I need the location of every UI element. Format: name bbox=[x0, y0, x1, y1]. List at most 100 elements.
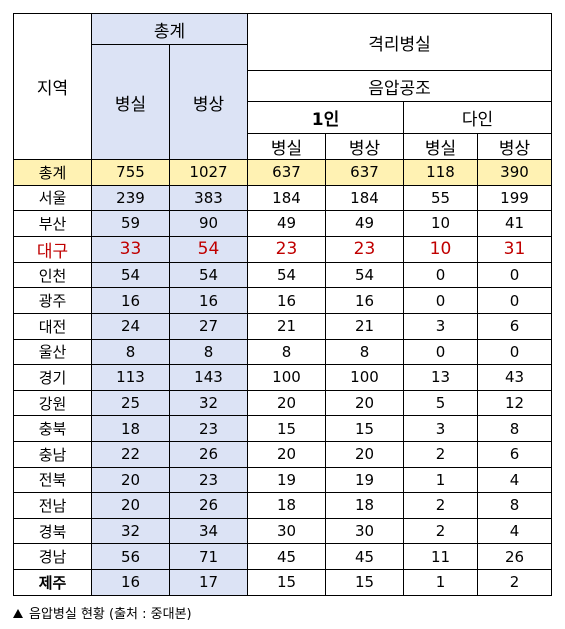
cell-multi-room: 3 bbox=[403, 415, 478, 442]
cell-multi-bed: 6 bbox=[477, 312, 552, 340]
cell-single-bed: 23 bbox=[325, 235, 404, 263]
cell-multi-room: 2 bbox=[403, 440, 478, 468]
cell-single-bed: 100 bbox=[325, 364, 404, 391]
cell-total-room: 8 bbox=[91, 338, 170, 366]
cell-multi-bed: 0 bbox=[477, 287, 552, 314]
table-row: 부산 59 90 49 49 10 41 bbox=[13, 210, 552, 237]
cell-total-room: 56 bbox=[91, 543, 170, 570]
cell-single-bed: 49 bbox=[325, 210, 404, 237]
table-row: 경남 56 71 45 45 11 26 bbox=[13, 543, 552, 570]
cell-region: 부산 bbox=[13, 210, 92, 237]
cell-region: 대구 bbox=[13, 235, 92, 263]
cell-multi-room: 1 bbox=[403, 466, 478, 494]
cell-multi-room: 1 bbox=[403, 568, 478, 596]
cell-single-bed: 30 bbox=[325, 517, 404, 545]
cell-total-bed: 23 bbox=[169, 415, 248, 442]
cell-multi-bed: 199 bbox=[477, 184, 552, 212]
cell-total-bed: 23 bbox=[169, 466, 248, 494]
cell-region: 대전 bbox=[13, 312, 92, 340]
cell-single-bed: 20 bbox=[325, 389, 404, 417]
cell-region: 서울 bbox=[13, 184, 92, 212]
table-row: 울산 8 8 8 8 0 0 bbox=[13, 338, 552, 366]
cell-multi-bed: 8 bbox=[477, 415, 552, 442]
cell-multi-bed: 31 bbox=[477, 235, 552, 263]
cell-single-room: 19 bbox=[247, 466, 326, 494]
cell-single-room: 16 bbox=[247, 287, 326, 314]
cell-region: 경기 bbox=[13, 364, 92, 391]
header-region: 지역 bbox=[13, 13, 92, 160]
cell-multi-room: 10 bbox=[403, 235, 478, 263]
cell-multi-bed: 4 bbox=[477, 466, 552, 494]
cell-multi-room: 13 bbox=[403, 364, 478, 391]
cell-multi-room: 0 bbox=[403, 261, 478, 289]
header-multi-bed: 병상 bbox=[477, 133, 552, 160]
cell-total-bed: 383 bbox=[169, 184, 248, 212]
cell-single-room: 15 bbox=[247, 415, 326, 442]
cell-total-room: 20 bbox=[91, 466, 170, 494]
cell-multi-bed: 0 bbox=[477, 261, 552, 289]
cell-multi-bed: 6 bbox=[477, 440, 552, 468]
table-row: 전북 20 23 19 19 1 4 bbox=[13, 466, 552, 494]
cell-multi-room: 10 bbox=[403, 210, 478, 237]
cell-single-bed: 637 bbox=[325, 159, 404, 186]
cell-single-room: 49 bbox=[247, 210, 326, 237]
header-total: 총계 bbox=[91, 13, 248, 45]
cell-region: 충남 bbox=[13, 440, 92, 468]
table-row: 대구 33 54 23 23 10 31 bbox=[13, 235, 552, 263]
triangle-up-icon bbox=[13, 609, 23, 618]
table-row: 경북 32 34 30 30 2 4 bbox=[13, 517, 552, 545]
cell-single-room: 21 bbox=[247, 312, 326, 340]
cell-single-room: 20 bbox=[247, 440, 326, 468]
cell-region: 광주 bbox=[13, 287, 92, 314]
cell-single-room: 8 bbox=[247, 338, 326, 366]
cell-total-bed: 26 bbox=[169, 492, 248, 519]
cell-region: 전남 bbox=[13, 492, 92, 519]
table-row: 제주 16 17 15 15 1 2 bbox=[13, 568, 552, 596]
cell-region: 전북 bbox=[13, 466, 92, 494]
cell-total-room: 32 bbox=[91, 517, 170, 545]
cell-total-room: 113 bbox=[91, 364, 170, 391]
header-single-bed: 병상 bbox=[325, 133, 404, 160]
cell-single-room: 637 bbox=[247, 159, 326, 186]
cell-total-room: 59 bbox=[91, 210, 170, 237]
cell-multi-room: 118 bbox=[403, 159, 478, 186]
cell-multi-room: 5 bbox=[403, 389, 478, 417]
table-row: 전남 20 26 18 18 2 8 bbox=[13, 492, 552, 519]
cell-multi-bed: 4 bbox=[477, 517, 552, 545]
cell-multi-room: 0 bbox=[403, 338, 478, 366]
table-row: 총계 755 1027 637 637 118 390 bbox=[13, 159, 552, 186]
cell-multi-bed: 0 bbox=[477, 338, 552, 366]
table-caption: 음압병실 현황 (출처 : 중대본) bbox=[13, 603, 192, 622]
cell-region: 충북 bbox=[13, 415, 92, 442]
cell-total-room: 24 bbox=[91, 312, 170, 340]
cell-region: 울산 bbox=[13, 338, 92, 366]
cell-multi-bed: 41 bbox=[477, 210, 552, 237]
cell-total-room: 16 bbox=[91, 287, 170, 314]
cell-total-bed: 54 bbox=[169, 235, 248, 263]
cell-multi-room: 0 bbox=[403, 287, 478, 314]
table-row: 광주 16 16 16 16 0 0 bbox=[13, 287, 552, 314]
cell-multi-bed: 26 bbox=[477, 543, 552, 570]
cell-total-bed: 143 bbox=[169, 364, 248, 391]
cell-single-bed: 45 bbox=[325, 543, 404, 570]
cell-single-bed: 21 bbox=[325, 312, 404, 340]
cell-single-bed: 16 bbox=[325, 287, 404, 314]
cell-total-bed: 90 bbox=[169, 210, 248, 237]
header-single: 1인 bbox=[247, 101, 404, 134]
cell-single-room: 45 bbox=[247, 543, 326, 570]
table-row: 대전 24 27 21 21 3 6 bbox=[13, 312, 552, 340]
header-total-bed: 병상 bbox=[169, 44, 248, 160]
negative-pressure-room-table: 지역 총계 격리병실 병실 병상 음압공조 1인 다인 병실 병상 병실 병상 … bbox=[13, 13, 552, 596]
header-negative-pressure: 음압공조 bbox=[247, 70, 552, 102]
cell-region: 제주 bbox=[13, 568, 92, 596]
cell-single-bed: 20 bbox=[325, 440, 404, 468]
table-row: 충남 22 26 20 20 2 6 bbox=[13, 440, 552, 468]
cell-total-bed: 32 bbox=[169, 389, 248, 417]
cell-single-room: 54 bbox=[247, 261, 326, 289]
cell-single-room: 15 bbox=[247, 568, 326, 596]
cell-single-room: 184 bbox=[247, 184, 326, 212]
cell-multi-room: 55 bbox=[403, 184, 478, 212]
cell-total-bed: 71 bbox=[169, 543, 248, 570]
cell-total-room: 239 bbox=[91, 184, 170, 212]
table-row: 인천 54 54 54 54 0 0 bbox=[13, 261, 552, 289]
